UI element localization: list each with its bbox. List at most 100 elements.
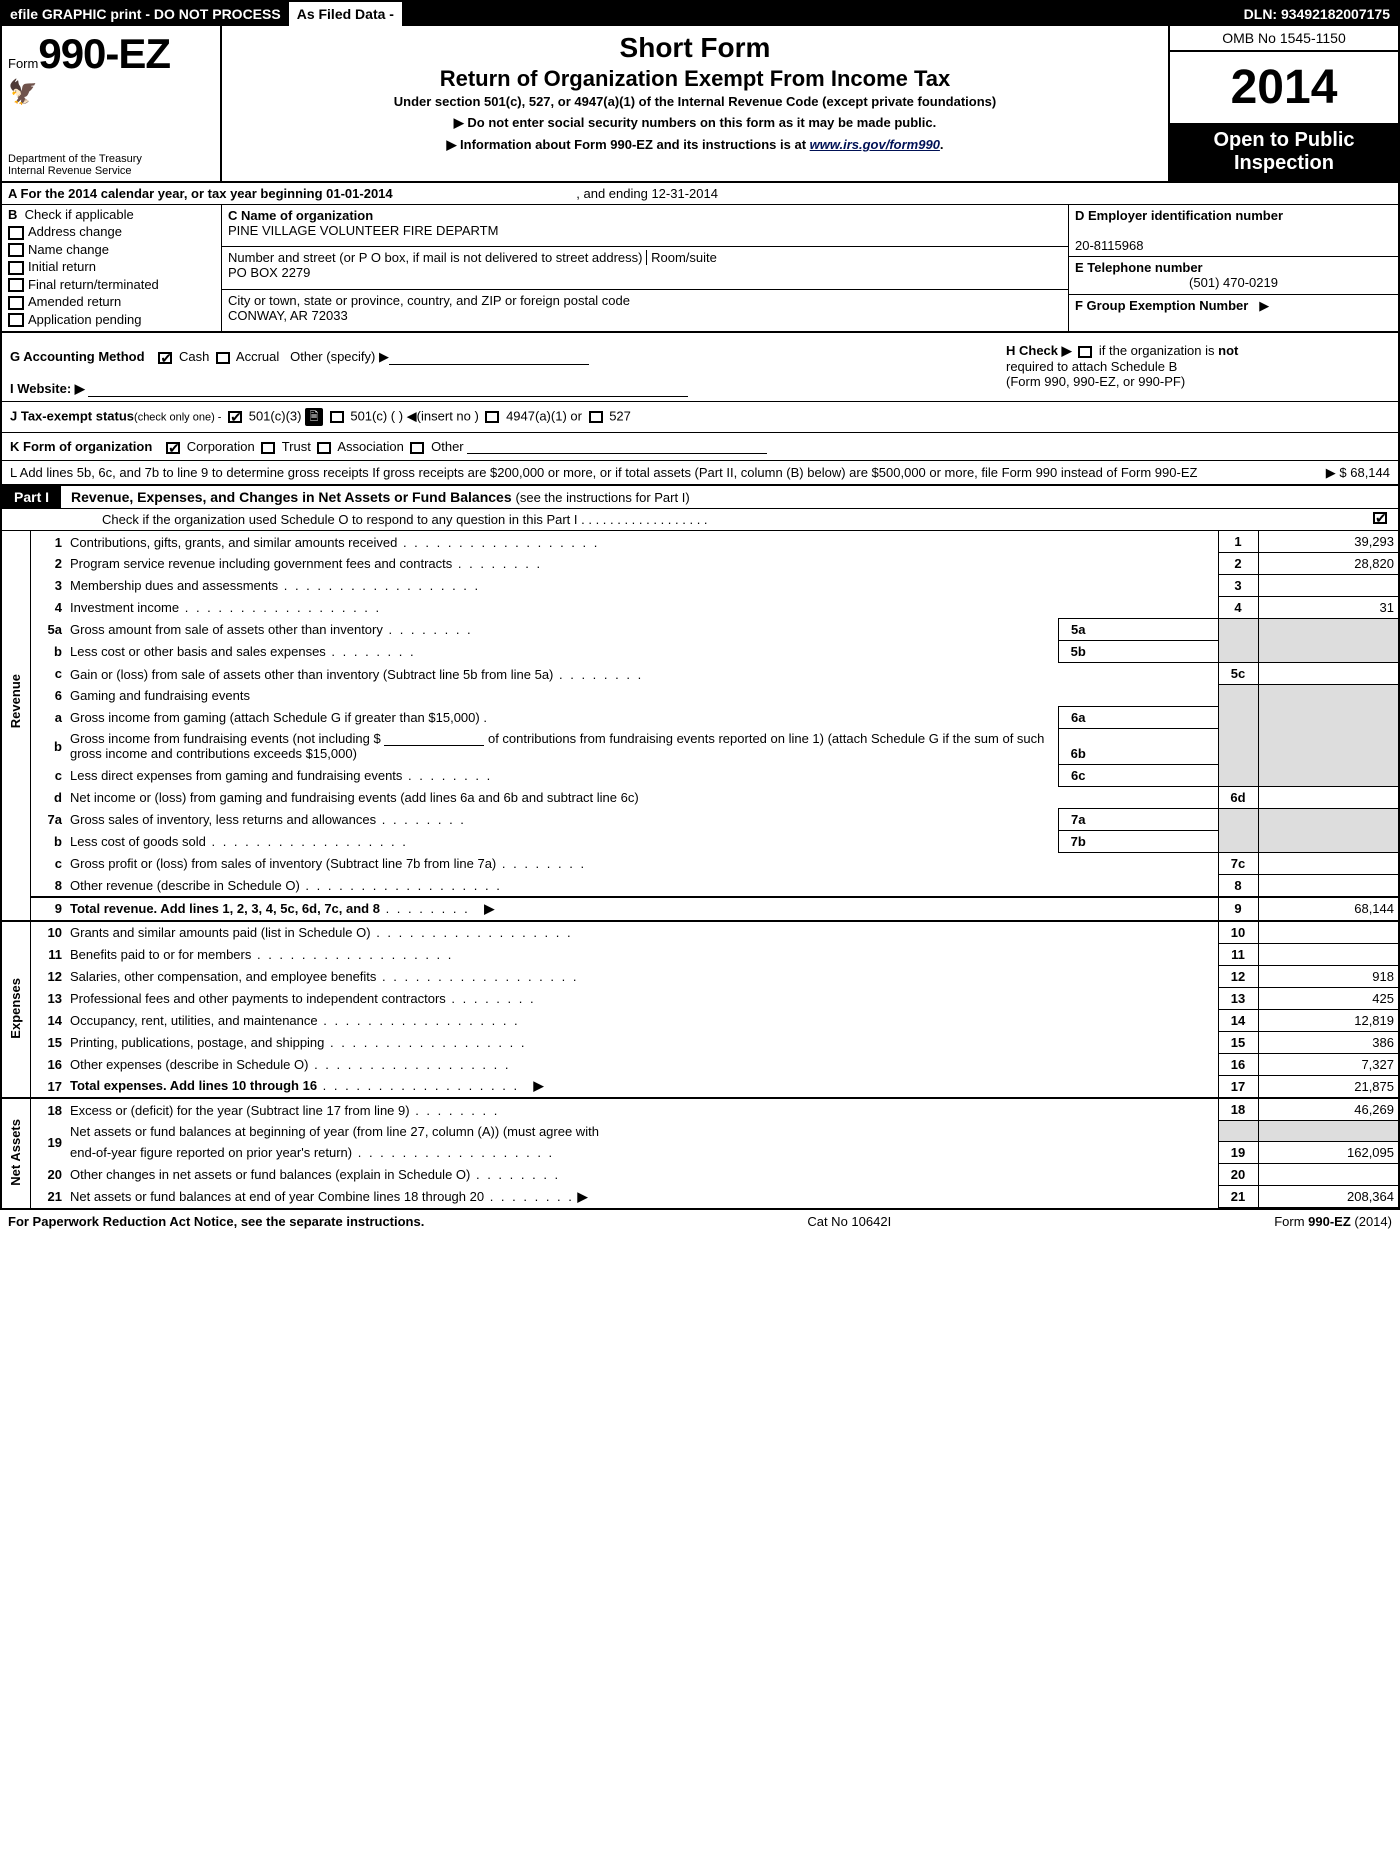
chk-trust[interactable]	[261, 442, 275, 454]
row-j: J Tax-exempt status(check only one) - 50…	[2, 402, 1398, 433]
ein: 20-8115968	[1075, 238, 1143, 253]
part1-table: Revenue 1 Contributions, gifts, grants, …	[2, 531, 1398, 1208]
title-return: Return of Organization Exempt From Incom…	[232, 66, 1158, 92]
chk-name-change: Name change	[8, 242, 215, 258]
irs-seal-icon: 🦅	[8, 78, 214, 107]
irs-schedule-icon[interactable]: 🗎	[305, 408, 323, 426]
chk-cash[interactable]	[158, 352, 172, 364]
line12-val: 918	[1258, 965, 1398, 987]
dln: DLN: 93492182007175	[1236, 2, 1398, 26]
subtitle: Under section 501(c), 527, or 4947(a)(1)…	[232, 94, 1158, 109]
info-post: .	[940, 137, 944, 152]
chk-501c[interactable]	[330, 411, 344, 423]
line2-val: 28,820	[1258, 553, 1398, 575]
other-blank	[389, 351, 589, 365]
dept-treasury: Department of the Treasury	[8, 153, 214, 165]
title-short-form: Short Form	[232, 32, 1158, 64]
chk-assoc[interactable]	[317, 442, 331, 454]
org-street: PO BOX 2279	[228, 265, 310, 280]
checkbox-icon[interactable]	[8, 243, 24, 257]
b-header: B Check if applicable	[8, 207, 215, 222]
paperwork-notice: For Paperwork Reduction Act Notice, see …	[8, 1214, 424, 1229]
col-b: B Check if applicable Address change Nam…	[2, 205, 222, 331]
irs-label: Internal Revenue Service	[8, 165, 214, 177]
info-pre: ▶ Information about Form 990-EZ and its …	[446, 137, 809, 152]
chk-address-change: Address change	[8, 224, 215, 240]
checkbox-icon[interactable]	[8, 278, 24, 292]
org-name: PINE VILLAGE VOLUNTEER FIRE DEPARTM	[228, 223, 498, 238]
header-left: Form990-EZ 🦅 Department of the Treasury …	[2, 26, 222, 181]
row-bc: B Check if applicable Address change Nam…	[2, 205, 1398, 333]
form-prefix: Form	[8, 56, 38, 71]
side-expenses: Expenses	[2, 921, 30, 1099]
part1-sub: (see the instructions for Part I)	[516, 490, 690, 505]
checkbox-icon[interactable]	[8, 296, 24, 310]
part1-header: Part I Revenue, Expenses, and Changes in…	[2, 486, 1398, 509]
i-website: I Website: ▶	[10, 381, 990, 397]
side-revenue: Revenue	[2, 531, 30, 874]
checkbox-icon[interactable]	[8, 313, 24, 327]
h-check: H Check ▶ if the organization is not req…	[998, 333, 1398, 401]
row-ghi: G Accounting Method Cash Accrual Other (…	[2, 333, 1398, 402]
phone: (501) 470-0219	[1075, 275, 1392, 290]
header-right: OMB No 1545-1150 2014 Open to Public Ins…	[1168, 26, 1398, 181]
checkbox-icon[interactable]	[8, 226, 24, 240]
header: Form990-EZ 🦅 Department of the Treasury …	[2, 26, 1398, 183]
form-container: efile GRAPHIC print - DO NOT PROCESS As …	[0, 0, 1400, 1210]
a-begin: A For the 2014 calendar year, or tax yea…	[8, 186, 393, 201]
irs-link[interactable]: www.irs.gov/form990	[810, 137, 940, 152]
row-l: L Add lines 5b, 6c, and 7b to line 9 to …	[2, 461, 1398, 486]
a-end: , and ending 12-31-2014	[576, 186, 718, 201]
chk-527[interactable]	[589, 411, 603, 423]
f-group: F Group Exemption Number ▶	[1069, 295, 1398, 332]
checkbox-icon[interactable]	[8, 261, 24, 275]
chk-initial-return: Initial return	[8, 259, 215, 275]
chk-4947[interactable]	[485, 411, 499, 423]
cat-no: Cat No 10642I	[807, 1214, 891, 1229]
chk-501c3[interactable]	[228, 411, 242, 423]
footer: For Paperwork Reduction Act Notice, see …	[0, 1210, 1400, 1233]
row-a: A For the 2014 calendar year, or tax yea…	[2, 183, 1398, 205]
line4-val: 31	[1258, 597, 1398, 619]
c-street: Number and street (or P O box, if mail i…	[222, 247, 1068, 289]
line15-val: 386	[1258, 1031, 1398, 1053]
form-number: 990-EZ	[38, 30, 170, 77]
part1-tab: Part I	[2, 486, 61, 508]
as-filed-label: As Filed Data -	[289, 2, 402, 26]
chk-final-return: Final return/terminated	[8, 277, 215, 293]
chk-other-org[interactable]	[410, 442, 424, 454]
col-c: C Name of organization PINE VILLAGE VOLU…	[222, 205, 1068, 331]
chk-amended: Amended return	[8, 294, 215, 310]
chk-schedule-o[interactable]	[1373, 512, 1387, 524]
chk-corp[interactable]	[166, 442, 180, 454]
filler	[402, 2, 1236, 26]
line13-val: 425	[1258, 987, 1398, 1009]
d-ein: D Employer identification number 20-8115…	[1069, 205, 1398, 257]
chk-h[interactable]	[1078, 346, 1092, 358]
part1-schedule-o: Check if the organization used Schedule …	[2, 509, 1398, 531]
tax-year: 2014	[1170, 52, 1398, 123]
c-name: C Name of organization PINE VILLAGE VOLU…	[222, 205, 1068, 247]
side-netassets: Net Assets	[2, 1098, 30, 1208]
line17-val: 21,875	[1258, 1075, 1398, 1098]
row-k: K Form of organization Corporation Trust…	[2, 433, 1398, 461]
g-accounting: G Accounting Method Cash Accrual Other (…	[2, 333, 998, 401]
line21-val: 208,364	[1258, 1186, 1398, 1208]
line14-val: 12,819	[1258, 1009, 1398, 1031]
info-link-line: ▶ Information about Form 990-EZ and its …	[232, 137, 1158, 153]
c-city: City or town, state or province, country…	[222, 290, 1068, 331]
form-edition: Form 990-EZ (2014)	[1274, 1214, 1392, 1229]
org-city: CONWAY, AR 72033	[228, 308, 348, 323]
e-phone: E Telephone number (501) 470-0219	[1069, 257, 1398, 295]
open-to-public: Open to Public Inspection	[1170, 123, 1398, 181]
top-bar: efile GRAPHIC print - DO NOT PROCESS As …	[2, 2, 1398, 26]
line1-val: 39,293	[1258, 531, 1398, 553]
efile-notice: efile GRAPHIC print - DO NOT PROCESS	[2, 2, 289, 26]
chk-accrual[interactable]	[216, 352, 230, 364]
gross-receipts: $ 68,144	[1339, 465, 1390, 480]
omb-number: OMB No 1545-1150	[1170, 26, 1398, 52]
line18-val: 46,269	[1258, 1098, 1398, 1121]
line16-val: 7,327	[1258, 1053, 1398, 1075]
ssn-warning: ▶ Do not enter social security numbers o…	[232, 115, 1158, 131]
header-mid: Short Form Return of Organization Exempt…	[222, 26, 1168, 181]
